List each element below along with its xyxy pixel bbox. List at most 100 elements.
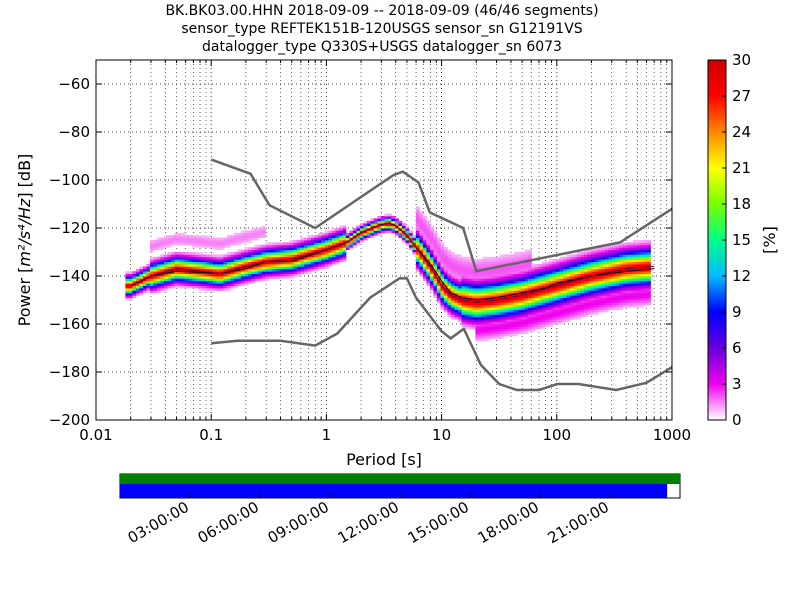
heatmap-cell [429, 235, 434, 238]
heatmap-cell [174, 261, 179, 265]
heatmap-cell [335, 232, 340, 236]
heatmap-cell [447, 307, 452, 310]
heatmap-cell [468, 283, 473, 286]
heatmap-cell [520, 295, 525, 298]
heatmap-cell [216, 273, 221, 277]
heatmap-cell [317, 244, 322, 248]
heatmap-cell [527, 285, 532, 289]
heatmap-cell [156, 242, 161, 246]
heatmap-cell [503, 295, 508, 298]
heatmap-cell [513, 273, 518, 277]
heatmap-cell [534, 302, 539, 306]
heatmap-cell [370, 218, 375, 222]
heatmap-cell [216, 256, 221, 260]
heatmap-cell [478, 266, 483, 270]
heatmap-cell [401, 240, 406, 243]
heatmap-cell [566, 254, 571, 258]
heatmap-cell [419, 264, 424, 267]
heatmap-cell [548, 314, 553, 318]
heatmap-cell [461, 264, 466, 267]
heatmap-cell [317, 254, 322, 258]
heatmap-cell [303, 256, 308, 260]
heatmap-cell [513, 307, 518, 310]
heatmap-cell [216, 288, 221, 291]
heatmap-cell [608, 292, 613, 296]
heatmap-cell [398, 230, 403, 234]
heatmap-cell [226, 256, 231, 260]
heatmap-cell [534, 283, 539, 286]
heatmap-cell [335, 237, 340, 241]
heatmap-cell [485, 259, 490, 262]
heatmap-cell [639, 276, 644, 279]
heatmap-cell [223, 283, 228, 286]
heatmap-cell [450, 271, 455, 274]
heatmap-cell [587, 259, 592, 262]
heatmap-cell [471, 307, 476, 310]
heatmap-cell [548, 283, 553, 286]
heatmap-cell [226, 266, 231, 270]
heatmap-cell [478, 314, 483, 318]
heatmap-cell [433, 276, 438, 279]
heatmap-cell [167, 252, 172, 255]
heatmap-cell [142, 273, 147, 277]
heatmap-cell [461, 288, 466, 291]
heatmap-cell [450, 278, 455, 282]
heatmap-cell [545, 314, 550, 318]
heatmap-cell [447, 264, 452, 267]
heatmap-cell [433, 254, 438, 258]
heatmap-cell [195, 237, 200, 241]
heatmap-cell [251, 252, 256, 255]
heatmap-cell [258, 254, 263, 258]
heatmap-cell [422, 223, 427, 226]
heatmap-cell [181, 280, 186, 284]
heatmap-cell [468, 280, 473, 284]
heatmap-cell [646, 273, 651, 277]
heatmap-cell [426, 283, 431, 286]
heatmap-cell [510, 316, 515, 320]
heatmap-cell [552, 304, 557, 308]
heatmap-cell [261, 268, 266, 272]
heatmap-cell [639, 285, 644, 289]
heatmap-cell [524, 295, 529, 298]
heatmap-cell [503, 307, 508, 310]
heatmap-cell [639, 302, 644, 306]
heatmap-cell [562, 300, 567, 303]
heatmap-cell [198, 252, 203, 255]
heatmap-cell [475, 285, 480, 289]
heatmap-cell [594, 264, 599, 267]
heatmap-cell [471, 283, 476, 286]
heatmap-cell [342, 249, 347, 253]
heatmap-cell [492, 328, 497, 332]
heatmap-cell [520, 300, 525, 303]
heatmap-cell [618, 302, 623, 306]
heatmap-cell [569, 309, 574, 313]
heatmap-cell [415, 225, 420, 229]
heatmap-cell [338, 232, 343, 236]
heatmap-cell [615, 273, 620, 277]
heatmap-cell [513, 268, 518, 272]
heatmap-cell [569, 280, 574, 284]
heatmap-cell [590, 295, 595, 298]
heatmap-cell [594, 285, 599, 289]
heatmap-cell [517, 254, 522, 258]
heatmap-cell [510, 324, 515, 327]
heatmap-cell [478, 285, 483, 289]
heatmap-cell [230, 271, 235, 274]
heatmap-cell [569, 259, 574, 262]
heatmap-cell [496, 259, 501, 262]
heatmap-cell [559, 307, 564, 310]
heatmap-cell [597, 304, 602, 308]
heatmap-cell [282, 261, 287, 265]
heatmap-cell [191, 237, 196, 241]
heatmap-cell [419, 235, 424, 238]
heatmap-cell [583, 249, 588, 253]
heatmap-cell [615, 249, 620, 253]
heatmap-cell [436, 271, 441, 274]
heatmap-cell [184, 271, 189, 274]
heatmap-cell [475, 312, 480, 315]
heatmap-cell [604, 247, 609, 250]
heatmap-cell [643, 266, 648, 270]
heatmap-cell [272, 252, 277, 255]
heatmap-cell [433, 288, 438, 291]
heatmap-cell [212, 242, 217, 246]
